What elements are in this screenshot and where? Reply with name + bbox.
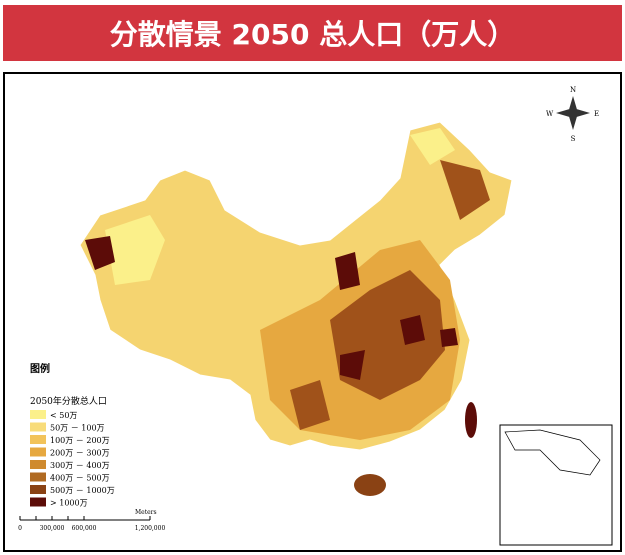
scale-label: 300,000 xyxy=(40,525,65,532)
legend-label: 200万 － 300万 xyxy=(50,449,110,458)
scale-label: 1,200,000 xyxy=(135,525,166,532)
inset-coast xyxy=(504,429,601,476)
taiwan xyxy=(465,402,477,438)
legend-label: 400万 － 500万 xyxy=(50,474,110,483)
legend-title: 图例 xyxy=(30,362,50,375)
scale-bar xyxy=(19,516,151,521)
region-light xyxy=(105,128,455,285)
compass-n: N xyxy=(570,86,576,94)
scale-labels: 0 300,000 600,000 1,200,000 Meters xyxy=(18,509,165,532)
scale-unit: Meters xyxy=(135,509,157,516)
title: 分散情景 2050 总人口（万人） xyxy=(109,18,516,51)
title-banner: 分散情景 2050 总人口（万人） xyxy=(3,5,622,61)
legend-label: 100万 － 200万 xyxy=(50,436,110,445)
inset-frame xyxy=(499,424,613,546)
legend-swatch xyxy=(30,410,46,419)
legend-label: 300万 － 400万 xyxy=(50,461,110,470)
legend-swatch xyxy=(30,447,46,457)
legend-label: > 1000万 xyxy=(50,499,88,508)
legend-swatch xyxy=(30,472,46,482)
compass-rose xyxy=(556,96,590,130)
compass-w: W xyxy=(546,110,554,118)
scale-label: 0 xyxy=(18,525,22,532)
map-frame xyxy=(3,72,622,552)
legend-swatch xyxy=(30,435,46,444)
compass-s: S xyxy=(571,135,576,143)
legend-swatch xyxy=(30,497,46,507)
legend-label: < 50万 xyxy=(50,411,77,420)
legend-swatch xyxy=(30,485,46,494)
compass-e: E xyxy=(594,110,599,118)
scale-label: 600,000 xyxy=(72,525,97,532)
legend-swatch xyxy=(30,460,46,469)
legend-label: 50万 － 100万 xyxy=(50,424,105,433)
legend: < 50万 50万 － 100万 100万 － 200万 200万 － 300万 300… xyxy=(30,410,115,508)
legend-swatch xyxy=(30,422,46,432)
compass: N S E W xyxy=(546,86,599,143)
legend-label: 500万 － 1000万 xyxy=(50,486,115,495)
hainan xyxy=(354,474,386,496)
legend-subtitle: 2050年分散总人口 xyxy=(30,395,107,407)
